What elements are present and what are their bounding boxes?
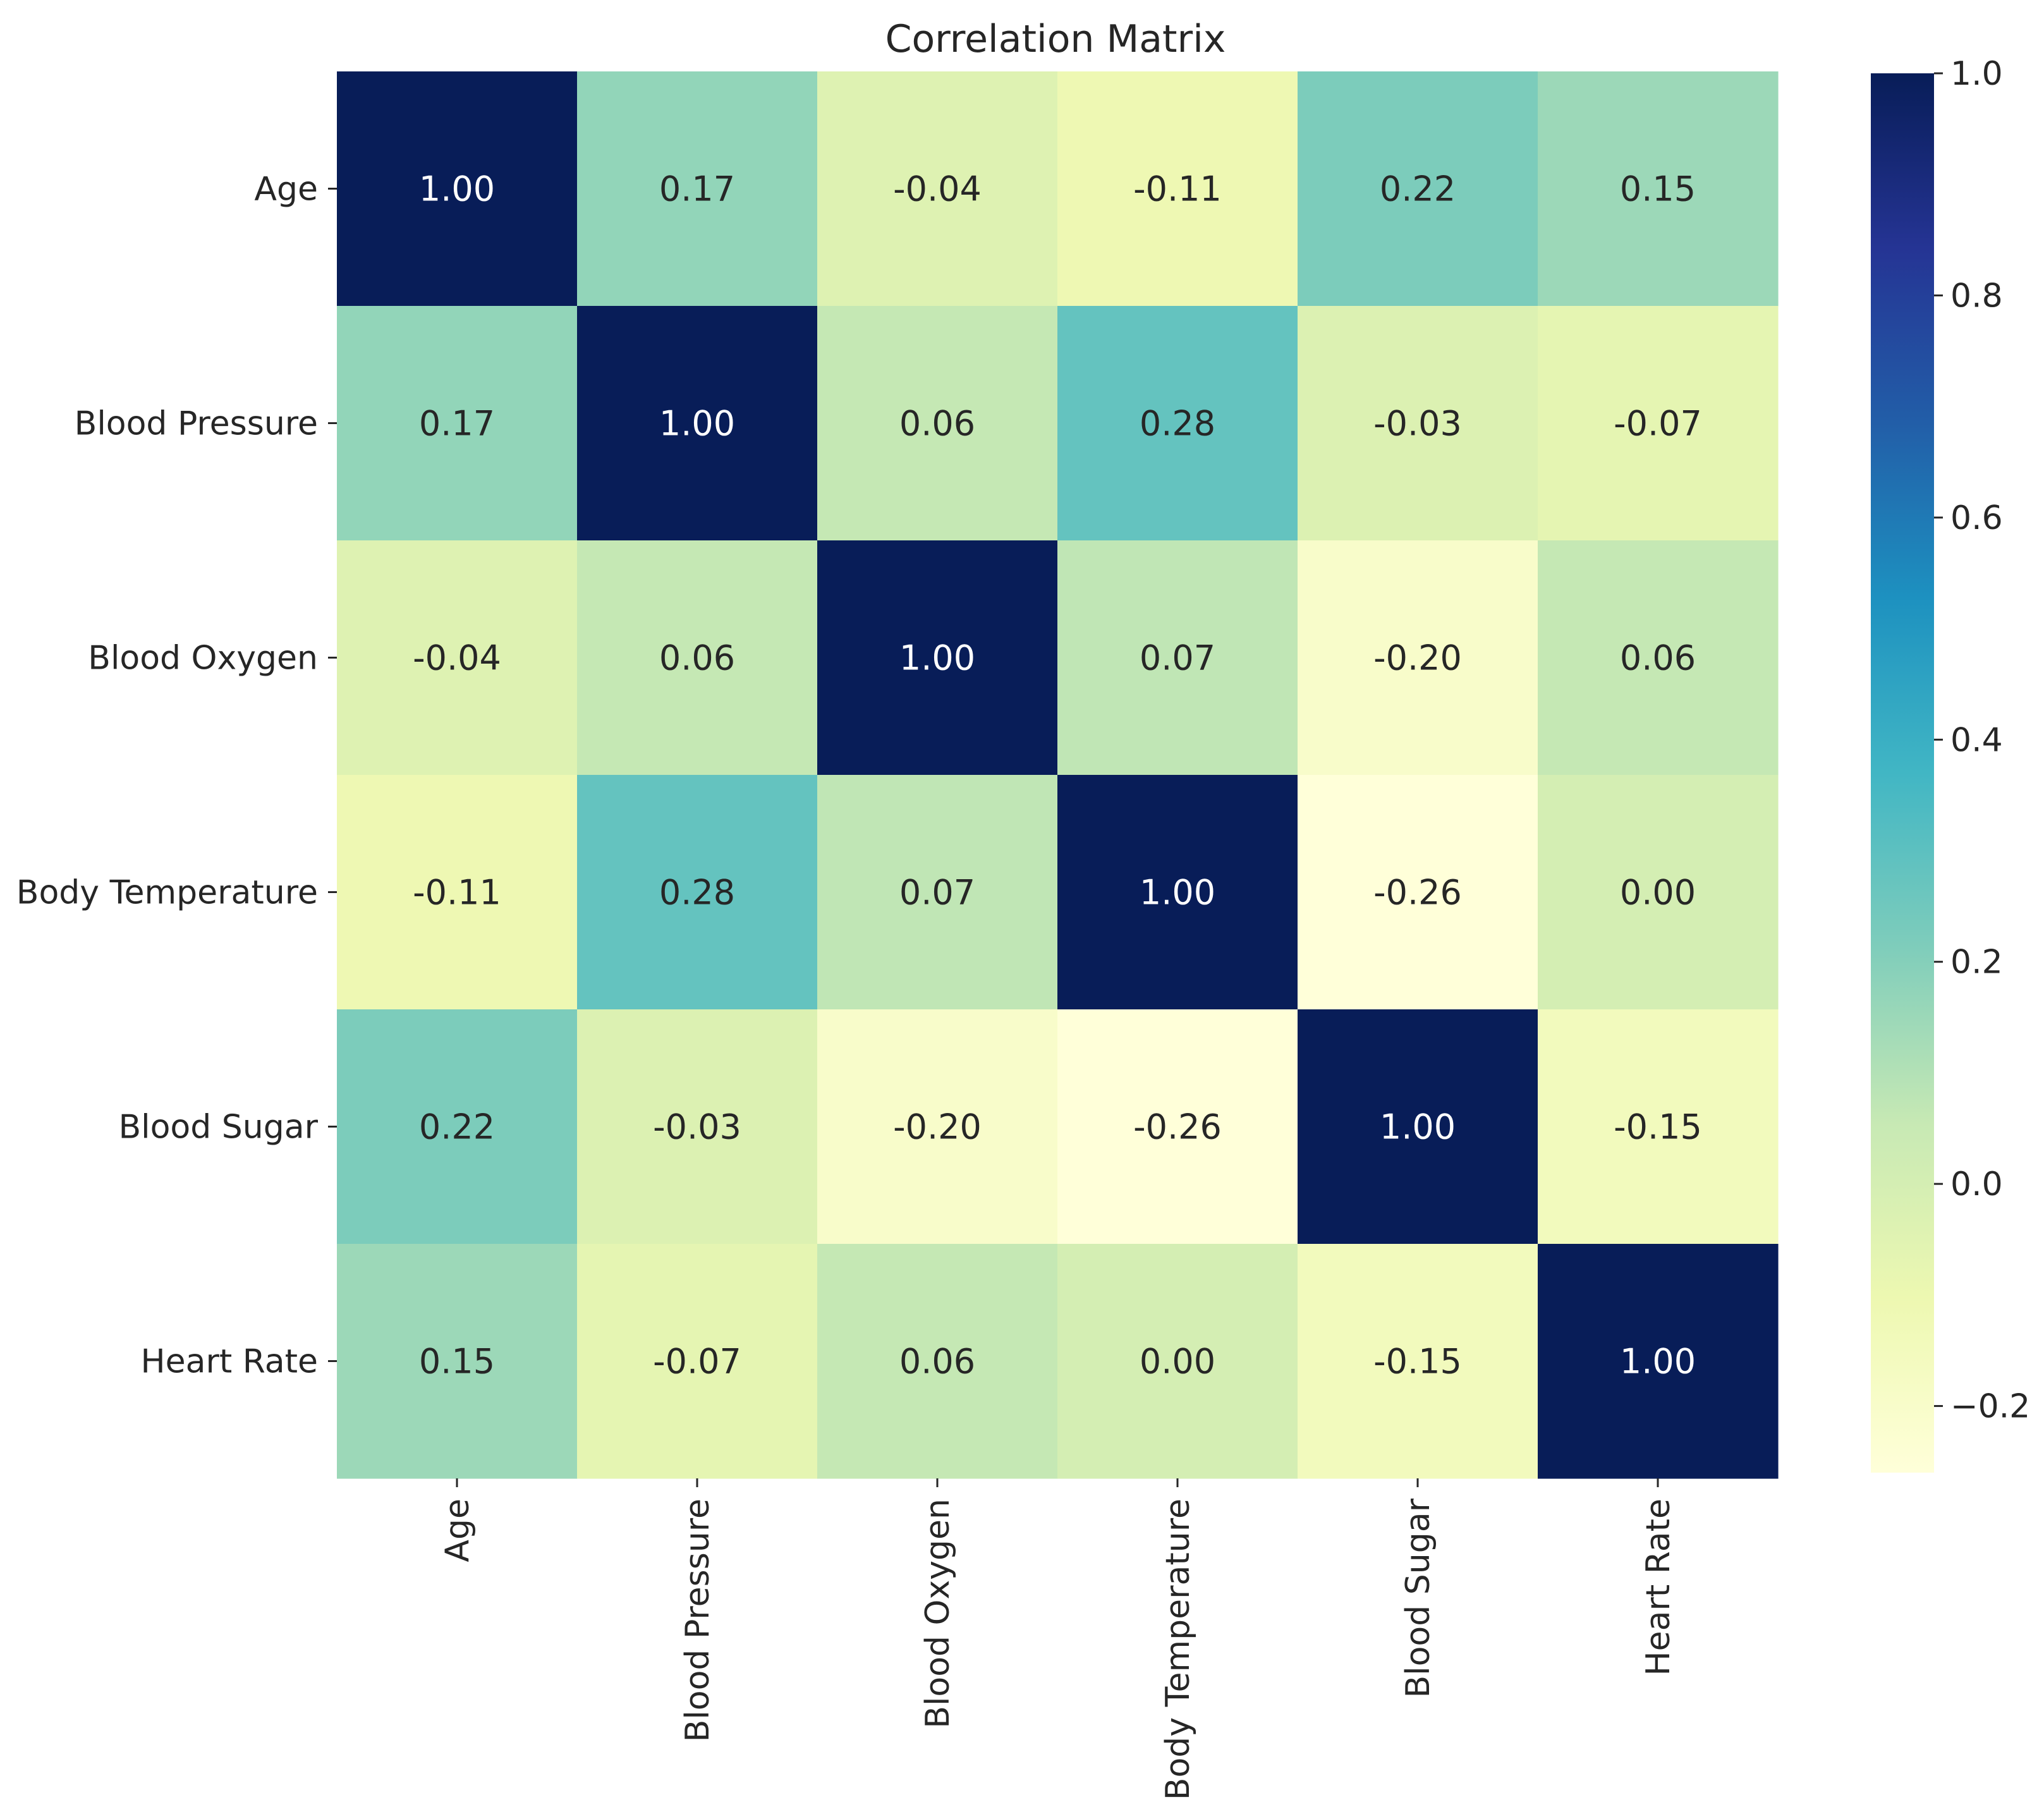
heatmap-cell [1538,1244,1779,1479]
cell-annotation: -0.11 [413,873,501,913]
heatmap-cell [1057,540,1298,776]
colorbar-tick-label: −0.2 [1950,1388,2030,1426]
heatmap-cell [1298,540,1538,776]
cell-annotation: -0.03 [1373,404,1462,444]
heatmap-cells [337,71,1779,1479]
cell-annotation: 0.06 [1620,638,1696,678]
heatmap-cell [577,71,818,307]
heatmap-cell [1057,306,1298,541]
heatmap-cell [1057,1244,1298,1479]
heatmap-cell [1538,775,1779,1010]
cell-annotation: 1.00 [899,638,975,678]
heatmap-cell [577,1009,818,1244]
cell-annotation: 1.00 [419,169,495,209]
cell-annotation: -0.26 [1373,873,1462,913]
y-tick-label: Age [254,171,318,209]
chart-title: Correlation Matrix [885,17,1226,61]
y-tick-label: Blood Oxygen [88,640,318,678]
cell-annotation: 0.06 [899,1342,975,1382]
cell-annotation: 0.15 [419,1342,495,1382]
heatmap-cell [1538,71,1779,307]
heatmap-cell [817,1244,1058,1479]
colorbar: −0.2 0.0 0.2 0.4 0.6 0.8 1.0 [1871,55,2030,1473]
heatmap-cell [817,1009,1058,1244]
cell-annotation: 0.06 [899,404,975,444]
cell-annotation: 1.00 [659,404,735,444]
x-tick-label: Age [439,1499,477,1562]
cell-annotation: 0.22 [1380,169,1456,209]
cell-annotation: -0.26 [1133,1107,1222,1147]
heatmap-cell [817,306,1058,541]
cell-annotation: 0.07 [1140,638,1215,678]
x-tick-label: Heart Rate [1639,1499,1677,1676]
heatmap-cell [817,540,1058,776]
cell-annotation: -0.11 [1133,169,1222,209]
y-tick-label: Blood Sugar [118,1109,318,1147]
cell-annotation: 0.00 [1140,1342,1215,1382]
colorbar-gradient [1871,73,1934,1473]
colorbar-tick-label: 0.6 [1950,499,2003,537]
cell-annotation: -0.03 [653,1107,741,1147]
cell-annotation: -0.20 [1373,638,1462,678]
colorbar-tick-label: 0.8 [1950,277,2003,315]
heatmap-cell [1057,775,1298,1010]
heatmap-cell [817,775,1058,1010]
y-axis-tick-labels: Age Blood Pressure Blood Oxygen Body Temper… [16,171,337,1381]
cell-annotation: 0.00 [1620,873,1696,913]
colorbar-tick-label: 0.4 [1950,721,2003,759]
cell-annotation: 0.17 [419,404,495,444]
heatmap-cell [1298,1244,1538,1479]
heatmap-cell [1298,1009,1538,1244]
cell-annotation: -0.07 [1614,404,1702,444]
heatmap-cell [817,71,1058,307]
x-tick-label: Blood Pressure [679,1499,717,1742]
heatmap-cell [1538,306,1779,541]
cell-annotation: 1.00 [1140,873,1215,913]
heatmap-cell [1298,775,1538,1010]
heatmap-cell [1057,1009,1298,1244]
heatmap-cell [577,1244,818,1479]
heatmap-cell [337,306,578,541]
heatmap-cell [337,1009,578,1244]
heatmap-annotations: 1.00 0.17 -0.04 -0.11 0.22 0.15 0.17 1.00 0.06 0.… [413,169,1702,1382]
heatmap-cell [337,71,578,307]
cell-annotation: 0.15 [1620,169,1696,209]
cell-annotation: 0.28 [1140,404,1215,444]
cell-annotation: -0.15 [1614,1107,1702,1147]
cell-annotation: 0.28 [659,873,735,913]
colorbar-tick-label: 0.0 [1950,1165,2003,1203]
y-tick-label: Body Temperature [16,874,318,912]
cell-annotation: -0.15 [1373,1342,1462,1382]
y-tick-label: Heart Rate [141,1343,319,1381]
heatmap-cell [1538,1009,1779,1244]
heatmap-cell [577,775,818,1010]
y-tick-label: Blood Pressure [75,405,318,443]
heatmap-cell [1298,71,1538,307]
heatmap-cell [337,1244,578,1479]
cell-annotation: 1.00 [1620,1342,1696,1382]
x-axis-tick-labels: Age Blood Pressure Blood Oxygen Body Temper… [439,1478,1677,1800]
cell-annotation: 0.17 [659,169,735,209]
heatmap-cell [1057,71,1298,307]
heatmap-cell [337,540,578,776]
heatmap-cell [1298,306,1538,541]
colorbar-tick-label: 1.0 [1950,55,2003,93]
cell-annotation: -0.07 [653,1342,741,1382]
x-tick-label: Body Temperature [1159,1499,1197,1800]
cell-annotation: 0.07 [899,873,975,913]
heatmap-cell [577,540,818,776]
cell-annotation: 1.00 [1380,1107,1456,1147]
cell-annotation: -0.20 [893,1107,982,1147]
cell-annotation: 0.22 [419,1107,495,1147]
cell-annotation: -0.04 [893,169,982,209]
heatmap-cell [577,306,818,541]
heatmap-cell [337,775,578,1010]
cell-annotation: 0.06 [659,638,735,678]
cell-annotation: -0.04 [413,638,501,678]
heatmap-cell [1538,540,1779,776]
x-tick-label: Blood Oxygen [919,1499,957,1729]
x-tick-label: Blood Sugar [1399,1498,1437,1698]
colorbar-tick-label: 0.2 [1950,944,2003,982]
